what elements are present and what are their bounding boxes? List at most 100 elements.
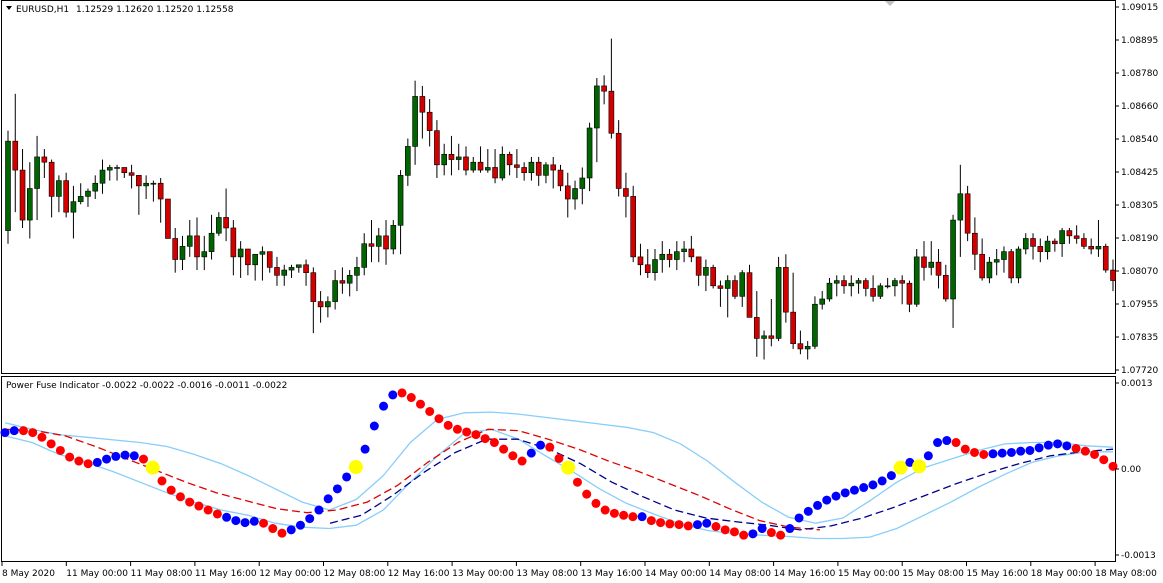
- up-dot: [286, 525, 296, 535]
- candle-body: [761, 335, 767, 339]
- up-dot: [905, 457, 915, 467]
- signal-dot: [561, 460, 576, 475]
- price-tick-label: 1.08895: [1121, 36, 1158, 46]
- candle-body: [441, 154, 447, 166]
- candle-body: [812, 303, 818, 347]
- candle-body: [637, 256, 644, 266]
- candle-body: [492, 167, 498, 179]
- candle-body: [695, 256, 702, 276]
- up-dot: [379, 401, 389, 411]
- candle-body: [564, 185, 571, 200]
- down-dot: [517, 456, 527, 466]
- time-tick-label: 11 May 08:00: [131, 569, 193, 579]
- up-dot: [231, 516, 241, 526]
- candle-body: [688, 248, 695, 258]
- indicator-dots: [0, 388, 1118, 540]
- down-dot: [970, 447, 979, 457]
- candle-body: [150, 182, 157, 185]
- price-tick-label: 1.08540: [1121, 135, 1158, 145]
- down-dot: [74, 456, 84, 466]
- candle-body: [870, 288, 876, 297]
- time-tick-label: 15 May 16:00: [967, 569, 1029, 579]
- candle-body: [993, 259, 1000, 263]
- up-dot: [1062, 441, 1072, 451]
- candle-body: [434, 130, 440, 166]
- candle-body: [615, 132, 622, 189]
- up-dot: [526, 448, 536, 458]
- candle-body: [216, 217, 222, 234]
- candle-body: [27, 188, 33, 221]
- indicator-axis: 0.0013 0.00 -0.0013: [1115, 379, 1156, 561]
- dropdown-arrow-icon[interactable]: [6, 6, 12, 10]
- up-dot: [360, 444, 370, 454]
- down-dot: [471, 430, 481, 440]
- candle-body: [557, 169, 564, 187]
- candle-body: [194, 235, 200, 258]
- time-tick-label: 14 May 08:00: [709, 569, 771, 579]
- down-dot: [508, 451, 518, 461]
- time-tick-label: 14 May 00:00: [645, 569, 707, 579]
- candle-body: [528, 161, 535, 174]
- candle-body: [644, 264, 651, 273]
- up-dot: [988, 449, 998, 459]
- candle-body: [361, 243, 368, 268]
- up-dot: [342, 472, 352, 482]
- candle-body: [179, 246, 186, 260]
- candle-body: [594, 85, 600, 129]
- shift-marker-icon[interactable]: [885, 1, 895, 6]
- signal-dot: [912, 459, 927, 474]
- candle-body: [499, 154, 506, 179]
- candle-body: [41, 156, 48, 163]
- up-dot: [536, 440, 546, 450]
- time-tick-label: 12 May 08:00: [324, 569, 386, 579]
- down-dot: [683, 521, 693, 531]
- candle-body: [964, 193, 971, 234]
- up-dot: [240, 518, 250, 528]
- up-dot: [702, 518, 712, 528]
- down-dot: [554, 453, 564, 463]
- candle-body: [332, 280, 338, 302]
- candle-body: [1044, 240, 1051, 252]
- candle-body: [1081, 238, 1087, 247]
- price-tick-label: 1.08780: [1121, 69, 1158, 79]
- up-dot: [813, 500, 823, 510]
- signal-dot: [348, 460, 363, 475]
- time-tick-label: 15 May 00:00: [838, 569, 900, 579]
- candle-body: [136, 175, 142, 187]
- down-dot: [185, 497, 195, 507]
- candle-body: [841, 280, 847, 287]
- down-dot: [545, 442, 555, 452]
- candle-body: [1008, 251, 1015, 279]
- indicator-frame: [1, 376, 1116, 562]
- time-tick-label: 14 May 16:00: [774, 569, 836, 579]
- candle-body: [143, 182, 149, 187]
- candle-body: [572, 188, 578, 200]
- candle-body: [790, 311, 796, 344]
- time-tick-label: 11 May 00:00: [66, 569, 128, 579]
- down-dot: [480, 434, 490, 444]
- candle-body: [935, 261, 942, 276]
- down-dot: [203, 505, 213, 515]
- down-dot: [443, 420, 453, 430]
- down-dot: [425, 406, 435, 416]
- up-dot: [748, 529, 758, 539]
- candle-body: [485, 167, 491, 171]
- down-dot: [268, 524, 278, 534]
- candle-body: [746, 272, 753, 318]
- indicator-tick-label: 0.00: [1121, 465, 1141, 475]
- candle-body: [295, 264, 302, 268]
- symbol-label: EURUSD,H1: [16, 5, 69, 15]
- up-dot: [369, 421, 379, 431]
- candle-body: [230, 227, 237, 258]
- candle-body: [819, 298, 826, 305]
- down-dot: [729, 527, 739, 537]
- candle-body: [288, 267, 295, 271]
- candle-body: [397, 175, 404, 226]
- down-dot: [619, 510, 629, 520]
- candle-body: [506, 154, 513, 166]
- down-dot: [65, 452, 75, 462]
- price-tick-label: 1.07720: [1121, 366, 1158, 376]
- time-axis: 8 May 2020 11 May 00:00 11 May 08:00 11 May…: [1, 562, 1157, 579]
- candle-body: [855, 280, 862, 284]
- candle-body: [1088, 246, 1094, 250]
